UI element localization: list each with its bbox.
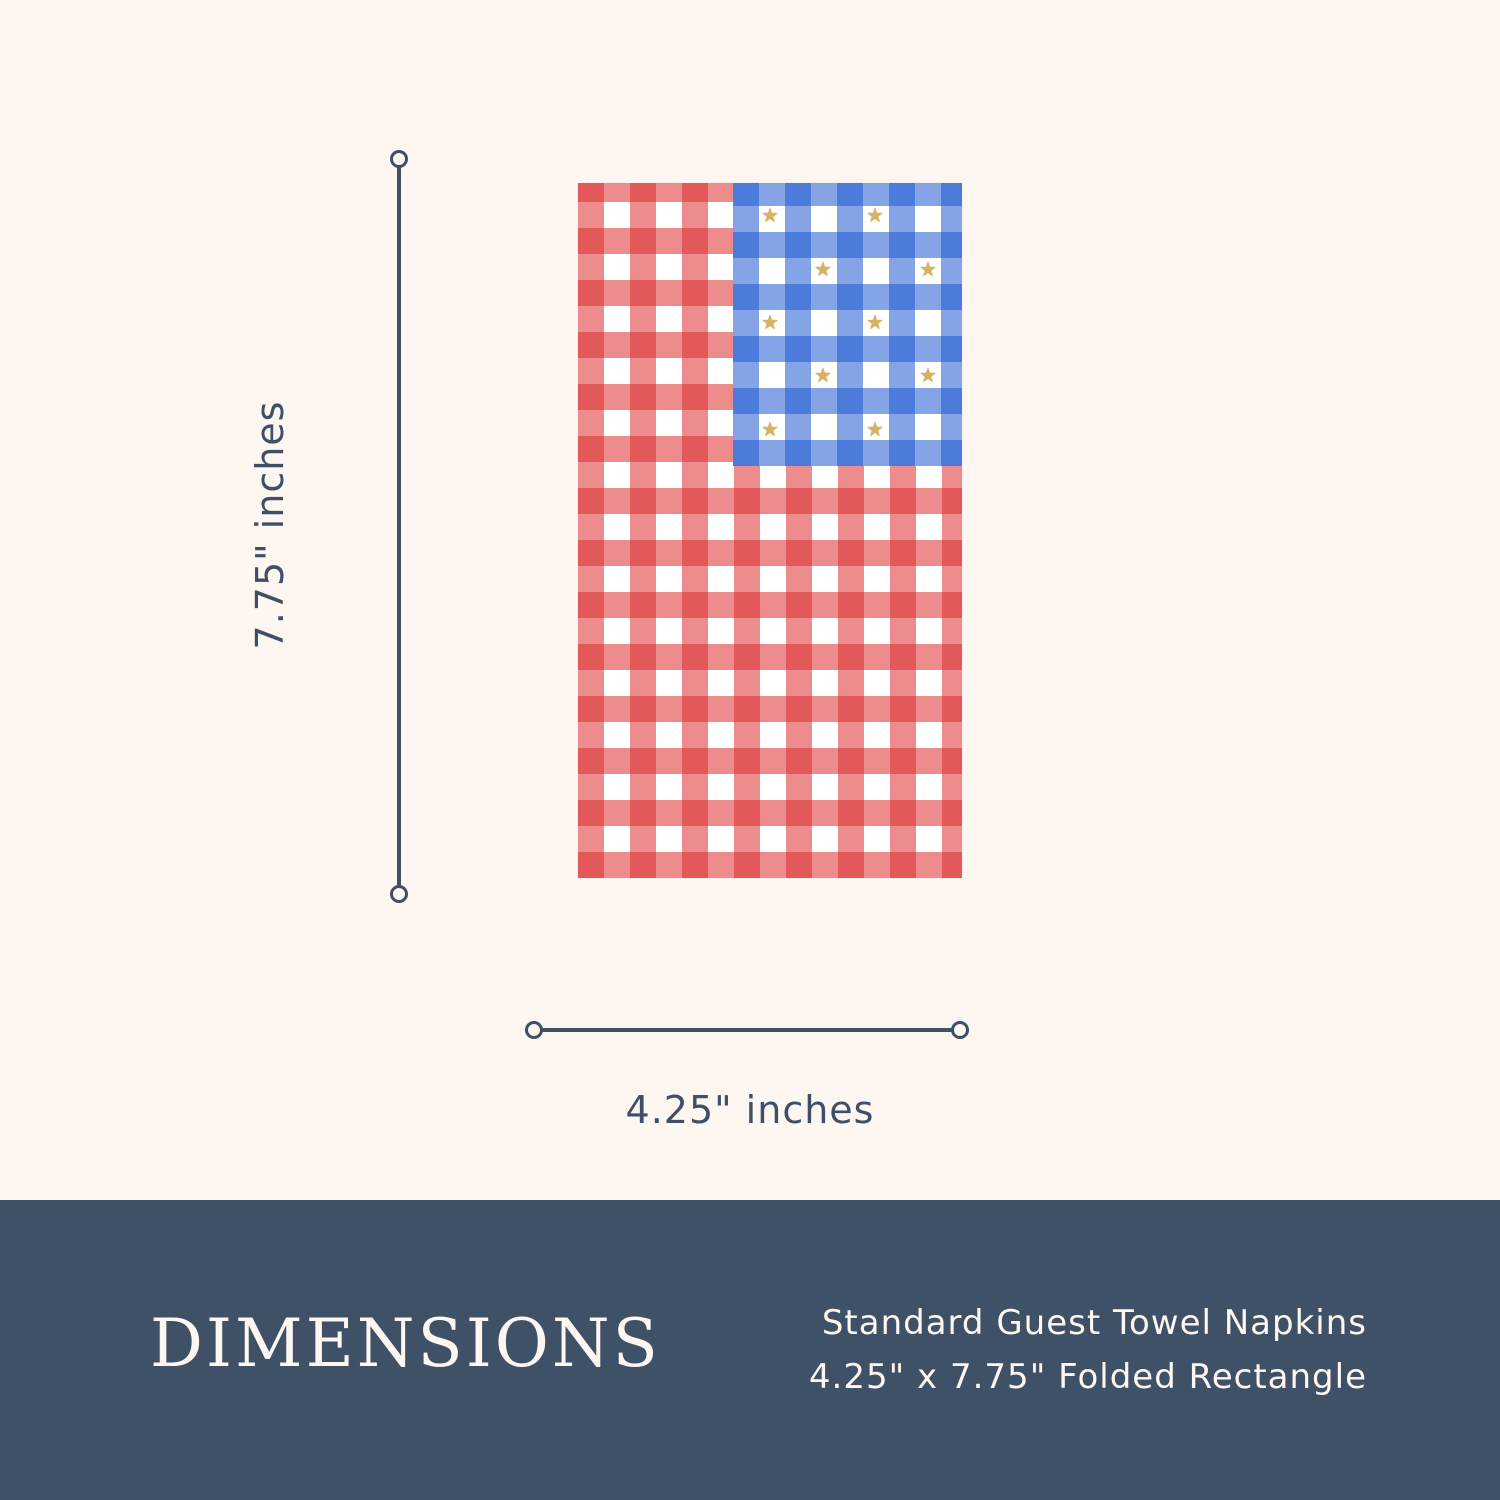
width-label: 4.25" inches — [625, 1088, 875, 1132]
product-name-line: Standard Guest Towel Napkins — [821, 1303, 1367, 1343]
star-icon: ★ — [814, 363, 832, 387]
star-icon: ★ — [761, 417, 779, 441]
width-line-left-endpoint — [525, 1021, 543, 1039]
section-title: DIMENSIONS — [150, 1305, 661, 1382]
height-dimension-line — [397, 158, 401, 893]
star-icon: ★ — [814, 257, 832, 281]
star-icon: ★ — [761, 310, 779, 334]
star-icon: ★ — [919, 257, 937, 281]
star-icon: ★ — [761, 203, 779, 227]
star-icon: ★ — [866, 417, 884, 441]
width-dimension-line — [533, 1028, 959, 1032]
star-icon: ★ — [866, 310, 884, 334]
height-line-bottom-endpoint — [390, 885, 408, 903]
product-image-area: 7.75" inches ★ ★ ★ ★ ★ ★ ★ ★ ★ ★ 4.25" inches — [248, 150, 969, 1132]
height-label: 7.75" inches — [248, 400, 292, 650]
star-icon: ★ — [866, 203, 884, 227]
product-size-line: 4.25" x 7.75" Folded Rectangle — [808, 1357, 1367, 1397]
star-icon: ★ — [919, 363, 937, 387]
gingham-flag-napkin: ★ ★ ★ ★ ★ ★ ★ ★ ★ ★ — [578, 183, 962, 878]
width-line-right-endpoint — [951, 1021, 969, 1039]
footer-band — [0, 1200, 1500, 1500]
product-description: Standard Guest Towel Napkins 4.25" x 7.7… — [809, 1296, 1367, 1404]
blue-gingham-canton: ★ ★ ★ ★ ★ ★ ★ ★ ★ ★ — [733, 183, 962, 466]
height-line-top-endpoint — [390, 150, 408, 168]
